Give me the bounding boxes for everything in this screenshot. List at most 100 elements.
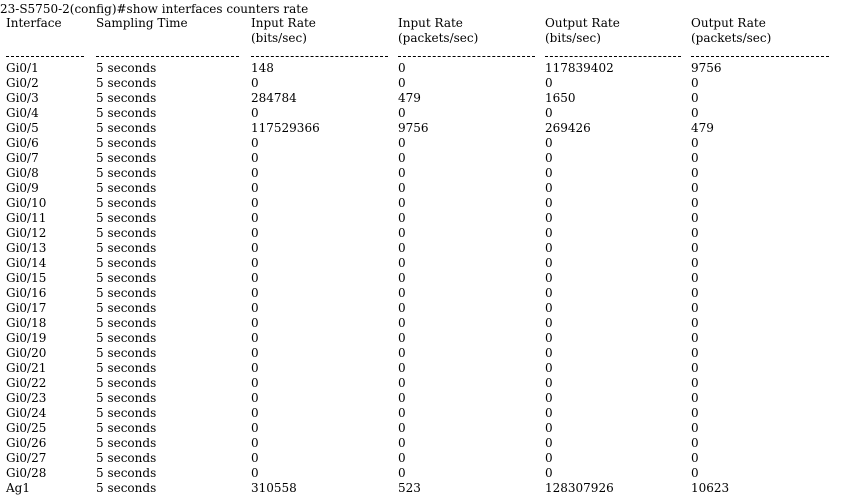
cell-interface: Ag1 — [6, 481, 30, 495]
header-input-rate-bits: Input Rate — [251, 16, 316, 30]
cell-sampling-time: 5 seconds — [96, 196, 157, 210]
cell-output-bits: 0 — [545, 256, 553, 270]
cell-interface: Gi0/28 — [6, 466, 47, 480]
cell-sampling-time: 5 seconds — [96, 451, 157, 465]
header-sampling-time: Sampling Time — [96, 16, 188, 30]
cell-output-packets: 0 — [691, 106, 699, 120]
cell-interface: Gi0/2 — [6, 76, 39, 90]
cell-output-packets: 0 — [691, 406, 699, 420]
table-row: Gi0/20 5 seconds 0 0 0 0 — [0, 346, 860, 361]
table-row: Gi0/25 5 seconds 0 0 0 0 — [0, 421, 860, 436]
cell-sampling-time: 5 seconds — [96, 61, 157, 75]
cell-output-bits: 269426 — [545, 121, 591, 135]
cell-sampling-time: 5 seconds — [96, 346, 157, 360]
cell-output-bits: 0 — [545, 286, 553, 300]
cell-input-packets: 0 — [398, 226, 406, 240]
cell-input-bits: 0 — [251, 466, 259, 480]
table-row: Gi0/5 5 seconds 117529366 9756 269426 479 — [0, 121, 860, 136]
cell-output-packets: 0 — [691, 211, 699, 225]
cell-sampling-time: 5 seconds — [96, 331, 157, 345]
cell-input-bits: 0 — [251, 151, 259, 165]
cell-input-packets: 0 — [398, 136, 406, 150]
cell-sampling-time: 5 seconds — [96, 436, 157, 450]
cell-output-packets: 0 — [691, 451, 699, 465]
cell-output-bits: 128307926 — [545, 481, 614, 495]
cell-output-bits: 0 — [545, 241, 553, 255]
table-row: Gi0/23 5 seconds 0 0 0 0 — [0, 391, 860, 406]
cell-output-bits: 0 — [545, 181, 553, 195]
cell-input-packets: 0 — [398, 286, 406, 300]
cell-output-packets: 0 — [691, 316, 699, 330]
cell-output-packets: 0 — [691, 391, 699, 405]
cell-output-packets: 0 — [691, 241, 699, 255]
header-output-rate-bits: Output Rate — [545, 16, 620, 30]
cell-input-bits: 0 — [251, 421, 259, 435]
cell-output-packets: 0 — [691, 421, 699, 435]
cell-output-bits: 0 — [545, 211, 553, 225]
command-prompt-line: 23-S5750-2(config)#show interfaces count… — [0, 2, 309, 16]
header-separator — [0, 46, 860, 61]
cell-output-packets: 0 — [691, 196, 699, 210]
cell-interface: Gi0/17 — [6, 301, 47, 315]
table-row: Gi0/15 5 seconds 0 0 0 0 — [0, 271, 860, 286]
cell-input-packets: 0 — [398, 391, 406, 405]
cell-input-bits: 0 — [251, 301, 259, 315]
cell-output-bits: 0 — [545, 391, 553, 405]
cell-input-bits: 0 — [251, 271, 259, 285]
cell-sampling-time: 5 seconds — [96, 406, 157, 420]
table-row: Gi0/17 5 seconds 0 0 0 0 — [0, 301, 860, 316]
cell-input-bits: 0 — [251, 361, 259, 375]
table-row: Gi0/13 5 seconds 0 0 0 0 — [0, 241, 860, 256]
cell-input-packets: 0 — [398, 76, 406, 90]
cell-input-packets: 0 — [398, 151, 406, 165]
cell-interface: Gi0/14 — [6, 256, 47, 270]
cell-output-bits: 0 — [545, 421, 553, 435]
cell-input-bits: 0 — [251, 226, 259, 240]
cell-output-packets: 0 — [691, 331, 699, 345]
cell-input-packets: 0 — [398, 106, 406, 120]
cell-sampling-time: 5 seconds — [96, 271, 157, 285]
cell-input-packets: 0 — [398, 301, 406, 315]
cell-sampling-time: 5 seconds — [96, 121, 157, 135]
cell-input-packets: 0 — [398, 196, 406, 210]
cell-output-bits: 0 — [545, 436, 553, 450]
cell-interface: Gi0/11 — [6, 211, 47, 225]
cell-sampling-time: 5 seconds — [96, 106, 157, 120]
cell-sampling-time: 5 seconds — [96, 136, 157, 150]
cell-input-packets: 0 — [398, 166, 406, 180]
cell-sampling-time: 5 seconds — [96, 316, 157, 330]
separator-dashes-3 — [398, 56, 535, 57]
cell-sampling-time: 5 seconds — [96, 181, 157, 195]
cell-sampling-time: 5 seconds — [96, 421, 157, 435]
cell-interface: Gi0/8 — [6, 166, 39, 180]
cell-input-bits: 310558 — [251, 481, 297, 495]
cell-output-packets: 0 — [691, 151, 699, 165]
cell-input-packets: 0 — [398, 436, 406, 450]
cell-interface: Gi0/27 — [6, 451, 47, 465]
cell-sampling-time: 5 seconds — [96, 241, 157, 255]
cell-input-bits: 0 — [251, 331, 259, 345]
cell-interface: Gi0/22 — [6, 376, 47, 390]
table-row: Gi0/19 5 seconds 0 0 0 0 — [0, 331, 860, 346]
separator-dashes-2 — [251, 56, 388, 57]
cell-output-bits: 0 — [545, 76, 553, 90]
cell-input-bits: 0 — [251, 286, 259, 300]
cell-interface: Gi0/6 — [6, 136, 39, 150]
cell-sampling-time: 5 seconds — [96, 376, 157, 390]
table-row: Gi0/11 5 seconds 0 0 0 0 — [0, 211, 860, 226]
cell-sampling-time: 5 seconds — [96, 286, 157, 300]
cell-input-bits: 148 — [251, 61, 274, 75]
cell-sampling-time: 5 seconds — [96, 256, 157, 270]
cell-output-bits: 0 — [545, 271, 553, 285]
cell-input-bits: 0 — [251, 196, 259, 210]
cell-input-packets: 0 — [398, 466, 406, 480]
separator-dashes-5 — [691, 56, 829, 57]
header-unit-bits-in: (bits/sec) — [251, 31, 307, 45]
cell-input-bits: 0 — [251, 436, 259, 450]
cell-output-packets: 0 — [691, 376, 699, 390]
table-row: Gi0/10 5 seconds 0 0 0 0 — [0, 196, 860, 211]
cell-interface: Gi0/13 — [6, 241, 47, 255]
cell-input-packets: 479 — [398, 91, 421, 105]
cell-output-bits: 0 — [545, 106, 553, 120]
